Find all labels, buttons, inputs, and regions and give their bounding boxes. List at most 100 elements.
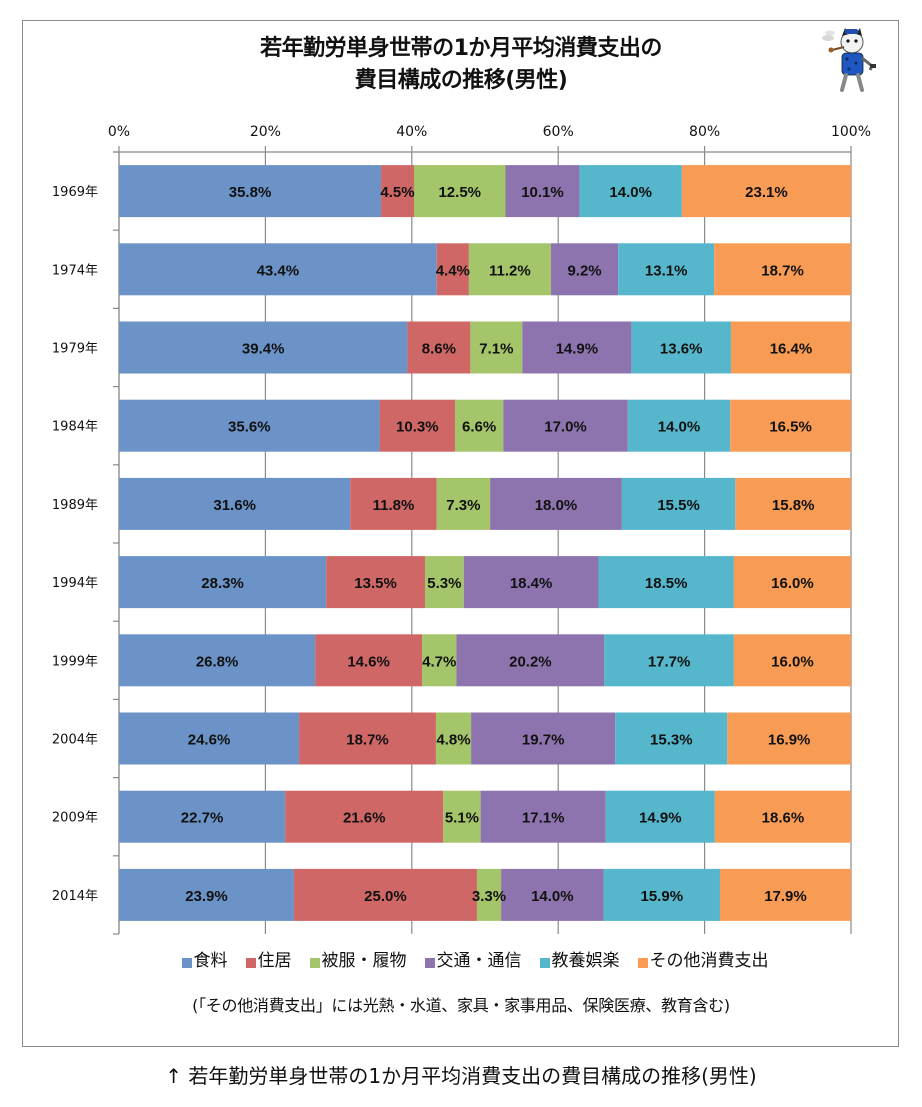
bar-segment — [436, 243, 469, 296]
bar-segment — [730, 399, 851, 452]
bar-segment — [413, 165, 506, 218]
data-label: 18.7% — [761, 262, 804, 279]
data-label: 31.6% — [213, 497, 256, 514]
bar-segment — [381, 165, 414, 218]
data-label: 35.8% — [229, 184, 272, 201]
data-label: 16.9% — [768, 732, 811, 749]
footnote: (「その他消費支出」には光熱・水道、家具・家事用品、保険医療、教育含む) — [192, 996, 730, 1015]
y-tick-label: 1999年 — [52, 654, 98, 669]
data-label: 4.8% — [436, 732, 470, 749]
data-label: 15.5% — [657, 497, 700, 514]
data-label: 16.0% — [771, 575, 814, 592]
bar-segment — [733, 634, 851, 687]
bar-segment — [119, 790, 286, 843]
bar-segment — [627, 399, 731, 452]
bar-segment — [730, 321, 851, 374]
bar-segment — [603, 868, 720, 921]
bar-segment — [285, 790, 444, 843]
y-tick-label: 1979年 — [52, 342, 98, 357]
legend-item-clothing: 被服・履物 — [309, 946, 407, 971]
data-label: 15.8% — [772, 497, 815, 514]
data-label: 10.3% — [396, 419, 439, 436]
bar-segment — [605, 790, 715, 843]
bar-segment — [471, 712, 616, 765]
figure-caption: ↑ 若年勤労単身世帯の1か月平均消費支出の費目構成の推移(男性) — [165, 1064, 757, 1088]
bar-segment — [443, 790, 481, 843]
bar-segment — [503, 399, 628, 452]
bar-segment — [714, 790, 851, 843]
y-tick-label: 2004年 — [52, 733, 98, 748]
data-label: 14.0% — [531, 888, 574, 905]
data-label: 19.7% — [522, 732, 565, 749]
data-label: 22.7% — [181, 810, 224, 827]
data-label: 13.5% — [354, 575, 397, 592]
legend-label: 食料 — [193, 951, 228, 971]
data-label: 17.7% — [648, 653, 691, 670]
bar-segment — [463, 556, 599, 609]
x-tick-label: 80% — [689, 124, 720, 140]
bar-segment — [733, 556, 851, 609]
data-label: 13.1% — [645, 262, 688, 279]
data-label: 18.5% — [645, 575, 688, 592]
bar-segment — [468, 243, 551, 296]
bar-segment — [119, 556, 327, 609]
data-label: 14.6% — [347, 653, 390, 670]
data-label: 18.6% — [762, 810, 805, 827]
bar-segment — [480, 790, 606, 843]
data-label: 14.0% — [609, 184, 652, 201]
bar-segment — [379, 399, 455, 452]
bar-segment — [476, 868, 502, 921]
data-label: 25.0% — [364, 888, 407, 905]
bar-segment — [424, 556, 464, 609]
bar-segment — [631, 321, 731, 374]
data-label: 16.4% — [770, 341, 813, 358]
data-label: 18.7% — [346, 732, 389, 749]
data-label: 14.0% — [658, 419, 701, 436]
bar-segment — [119, 399, 380, 452]
legend-swatch — [539, 958, 550, 968]
legend-swatch — [637, 958, 648, 968]
x-tick-label: 100% — [831, 124, 871, 140]
data-label: 17.9% — [764, 888, 807, 905]
bar-segment — [681, 165, 851, 218]
bar-segment — [435, 712, 472, 765]
x-tick-label: 0% — [108, 124, 130, 140]
bar-segment — [598, 556, 734, 609]
data-label: 14.9% — [639, 810, 682, 827]
data-label: 4.5% — [380, 184, 414, 201]
data-label: 10.1% — [521, 184, 564, 201]
data-label: 9.2% — [567, 262, 601, 279]
data-label: 24.6% — [188, 732, 231, 749]
data-label: 13.6% — [660, 341, 703, 358]
data-label: 23.1% — [745, 184, 788, 201]
legend-label: その他消費支出 — [649, 951, 769, 971]
bar-segment — [119, 243, 437, 296]
data-label: 4.4% — [436, 262, 470, 279]
cat-mascot-icon — [822, 28, 876, 92]
data-label: 26.8% — [196, 653, 239, 670]
x-tick-label: 60% — [543, 124, 574, 140]
data-label: 23.9% — [185, 888, 228, 905]
bar-segment — [454, 399, 504, 452]
data-label: 14.9% — [556, 341, 599, 358]
data-label: 28.3% — [201, 575, 244, 592]
legend-item-food: 食料 — [181, 946, 228, 971]
data-label: 4.7% — [422, 653, 456, 670]
legend-swatch — [424, 958, 435, 968]
legend-item-other: その他消費支出 — [637, 946, 769, 971]
data-label: 20.2% — [509, 653, 552, 670]
bar-segment — [615, 712, 728, 765]
bar-segment — [714, 243, 851, 296]
bar-segment — [436, 477, 491, 530]
data-label: 7.3% — [446, 497, 480, 514]
legend-swatch — [245, 958, 256, 968]
bar-segment — [119, 477, 351, 530]
data-label: 16.5% — [769, 419, 812, 436]
bar-segment — [422, 634, 457, 687]
x-tick-label: 40% — [396, 124, 427, 140]
bar-segment — [299, 712, 436, 765]
legend-label: 住居 — [257, 951, 292, 971]
bar-segment — [621, 477, 736, 530]
data-label: 6.6% — [462, 419, 496, 436]
